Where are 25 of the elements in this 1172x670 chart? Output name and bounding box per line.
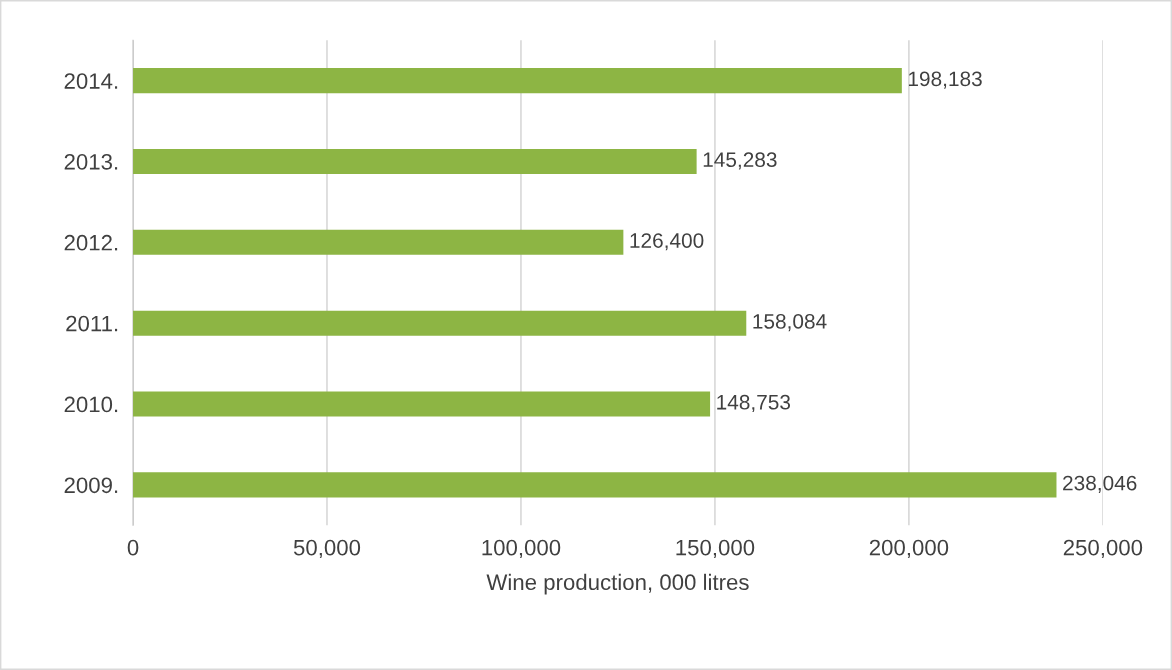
bar xyxy=(133,472,1057,498)
x-tick-label: 0 xyxy=(127,539,139,556)
data-label: 126,400 xyxy=(630,233,704,251)
y-tick-label: 2010. xyxy=(64,396,118,413)
bar xyxy=(133,310,747,336)
bar xyxy=(133,148,697,174)
bar xyxy=(133,229,624,255)
x-axis-title: Wine production, 000 litres xyxy=(486,573,749,595)
bar xyxy=(133,391,711,417)
y-tick-label: 2011. xyxy=(66,315,118,332)
data-label: 198,183 xyxy=(908,71,982,89)
data-label: 158,084 xyxy=(753,314,827,332)
x-tick-label: 200,000 xyxy=(869,539,949,559)
y-tick-label: 2014. xyxy=(64,73,118,89)
x-tick-label: 50,000 xyxy=(293,539,361,559)
bar xyxy=(133,68,902,94)
data-label: 145,283 xyxy=(703,152,777,170)
data-label: 148,753 xyxy=(717,394,791,413)
x-tick-label: 250,000 xyxy=(1063,539,1143,559)
x-tick-label: 150,000 xyxy=(676,539,755,559)
y-tick-label: 2009. xyxy=(64,477,118,494)
y-tick-label: 2012. xyxy=(64,234,118,251)
y-tick-label: 2013. xyxy=(64,154,118,170)
x-tick-label: 100,000 xyxy=(482,539,561,559)
data-label: 238,046 xyxy=(1063,475,1137,493)
